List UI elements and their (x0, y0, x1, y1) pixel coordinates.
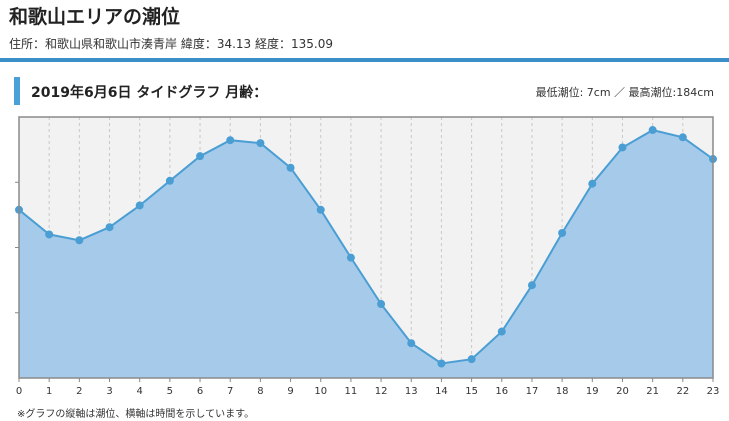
x-tick-label-6: 6 (197, 386, 203, 397)
graph-header: 2019年6月6日 タイドグラフ 月齢： 最低潮位: 7cm ／ 最高潮位:18… (14, 77, 714, 105)
x-tick-label-9: 9 (287, 386, 293, 397)
data-point-h2[interactable] (75, 236, 84, 245)
x-tick-label-3: 3 (106, 386, 112, 397)
tide-points (15, 126, 717, 368)
data-point-h20[interactable] (618, 143, 627, 152)
data-point-h15[interactable] (467, 355, 476, 364)
data-point-h8[interactable] (256, 139, 265, 148)
x-tick-label-5: 5 (167, 386, 173, 397)
data-point-h19[interactable] (588, 179, 597, 188)
data-point-h4[interactable] (135, 201, 144, 210)
x-tick-label-15: 15 (465, 386, 478, 397)
data-point-h10[interactable] (316, 205, 325, 214)
x-tick-label-20: 20 (616, 386, 629, 397)
x-tick-label-22: 22 (676, 386, 689, 397)
data-point-h6[interactable] (196, 152, 205, 161)
x-tick-label-7: 7 (227, 386, 233, 397)
x-tick-label-8: 8 (257, 386, 263, 397)
graph-title: 2019年6月6日 タイドグラフ 月齢： (31, 85, 268, 101)
x-tick-label-23: 23 (707, 386, 720, 397)
header-rule (0, 58, 729, 62)
data-point-h3[interactable] (105, 223, 114, 232)
data-point-h7[interactable] (226, 136, 235, 145)
location-info: 住所：和歌山県和歌山市湊青岸 緯度：34.13 経度：135.09 (9, 37, 333, 51)
graph-header-accent (14, 77, 20, 105)
x-tick-label-4: 4 (137, 386, 143, 397)
x-tick-label-21: 21 (646, 386, 659, 397)
x-tick-label-14: 14 (435, 386, 448, 397)
data-point-h12[interactable] (377, 300, 386, 309)
x-tick-label-16: 16 (495, 386, 508, 397)
x-tick-label-10: 10 (314, 386, 327, 397)
x-tick-label-0: 0 (16, 386, 22, 397)
data-point-h22[interactable] (678, 133, 687, 142)
data-point-h1[interactable] (45, 230, 54, 239)
data-point-h16[interactable] (497, 327, 506, 336)
data-point-h17[interactable] (527, 281, 536, 290)
x-tick-label-11: 11 (345, 386, 358, 397)
x-tick-label-2: 2 (76, 386, 82, 397)
data-point-h18[interactable] (558, 229, 567, 237)
tide-range: 最低潮位: 7cm ／ 最高潮位:184cm (535, 86, 714, 99)
tide-line (18, 129, 714, 365)
x-tick-label-1: 1 (46, 386, 52, 397)
data-point-h9[interactable] (286, 163, 295, 172)
tide-chart: 0 1 2 3 4 5 6 7 8 9 10 11 12 13 14 15 16 17 18 19 20 21 22 23 (15, 116, 720, 397)
x-axis: 0 1 2 3 4 5 6 7 8 9 10 11 12 13 14 15 16 17 18 19 20 21 22 23 (16, 378, 720, 397)
plot-frame (18, 116, 714, 379)
data-point-h13[interactable] (407, 339, 416, 348)
x-tick-label-13: 13 (405, 386, 418, 397)
x-tick-label-19: 19 (586, 386, 599, 397)
data-point-h5[interactable] (165, 176, 174, 185)
tide-area (19, 130, 713, 378)
page-title: 和歌山エリアの潮位 (9, 6, 181, 28)
data-point-h14[interactable] (437, 359, 446, 368)
x-tick-label-17: 17 (526, 386, 539, 397)
x-tick-label-18: 18 (556, 386, 569, 397)
graph-footnote: ※グラフの縦軸は潮位、横軸は時間を示しています。 (17, 409, 255, 420)
data-point-h11[interactable] (346, 253, 355, 262)
data-point-h21[interactable] (648, 126, 657, 135)
x-tick-label-12: 12 (375, 386, 388, 397)
